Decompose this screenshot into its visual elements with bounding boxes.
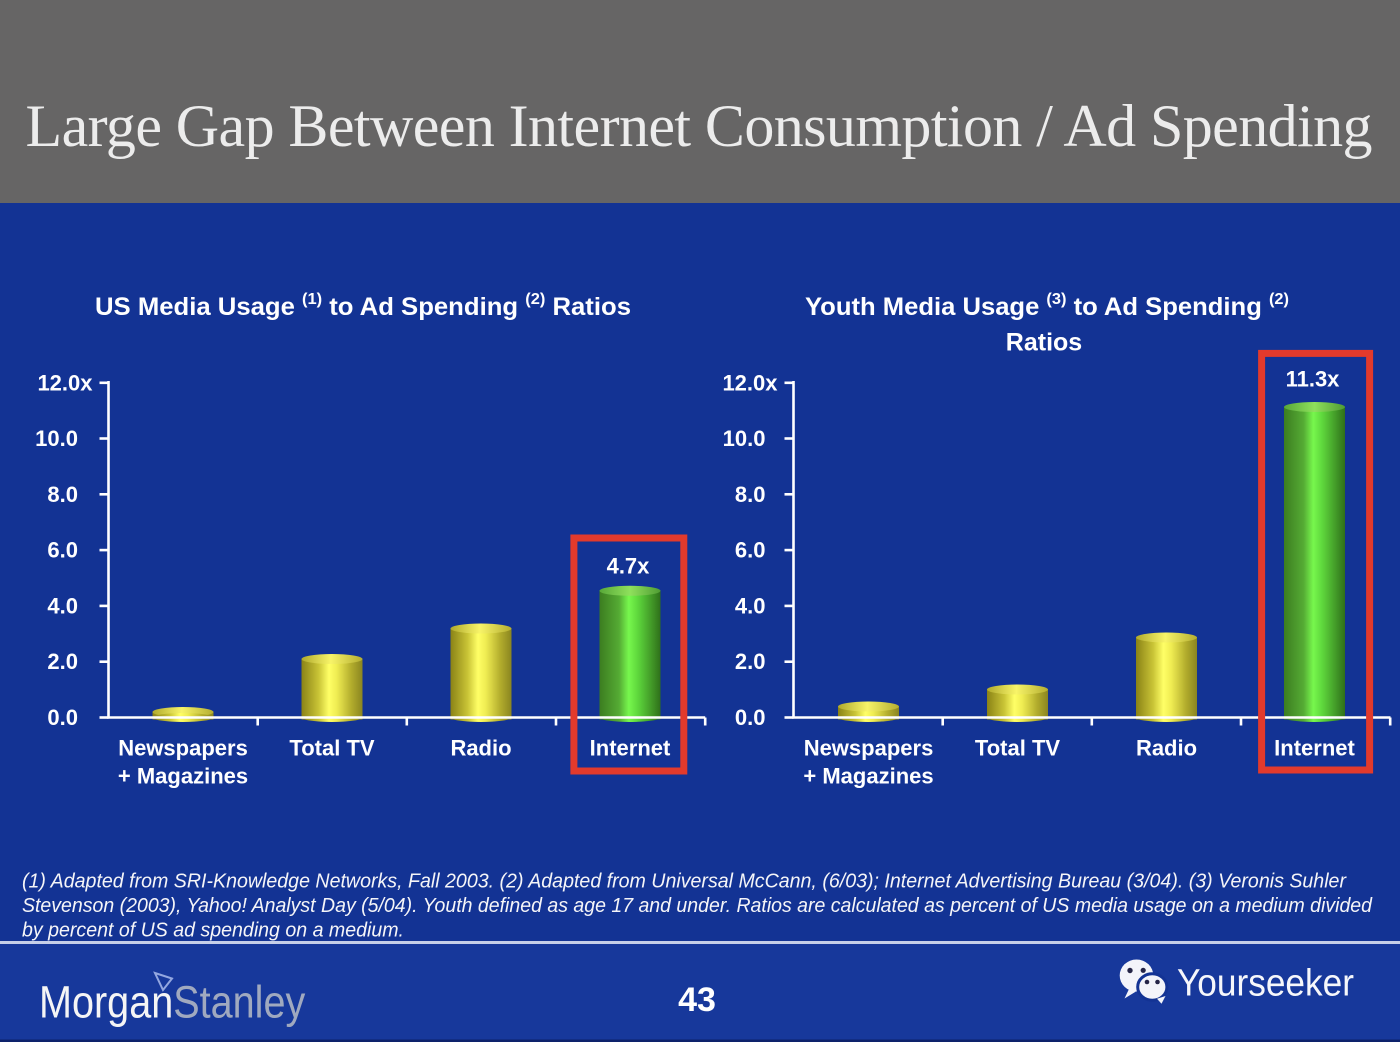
svg-text:Newspapers: Newspapers [804,736,934,761]
svg-text:Youth Media Usage (3) to Ad Sp: Youth Media Usage (3) to Ad Spending (2) [805,291,1289,321]
svg-text:by percent of US ad spending o: by percent of US ad spending on a medium… [22,919,404,942]
svg-text:12.0x: 12.0x [722,370,778,395]
svg-text:Yourseeker: Yourseeker [1177,963,1354,1005]
svg-text:2.0: 2.0 [47,649,78,674]
svg-text:4.0: 4.0 [47,593,78,618]
svg-text:2.0: 2.0 [735,649,766,674]
svg-text:+ Magazines: + Magazines [803,764,933,789]
svg-text:4.0: 4.0 [735,593,766,618]
svg-text:6.0: 6.0 [47,538,78,563]
svg-text:Internet: Internet [590,736,671,761]
svg-text:Ratios: Ratios [1006,329,1082,357]
svg-text:10.0: 10.0 [723,426,766,451]
svg-text:US Media Usage (1) to Ad Spend: US Media Usage (1) to Ad Spending (2) Ra… [95,291,631,321]
svg-text:10.0: 10.0 [35,426,78,451]
svg-text:Radio: Radio [1136,736,1197,761]
svg-text:8.0: 8.0 [47,482,78,507]
svg-text:+ Magazines: + Magazines [118,764,248,789]
svg-text:8.0: 8.0 [735,482,766,507]
svg-text:(1) Adapted from SRI-Knowledge: (1) Adapted from SRI-Knowledge Networks,… [22,870,1347,893]
svg-text:Radio: Radio [450,736,511,761]
svg-text:0.0: 0.0 [47,705,78,730]
svg-text:MorganStanley: MorganStanley [39,977,306,1027]
svg-text:6.0: 6.0 [735,538,766,563]
svg-text:0.0: 0.0 [735,705,766,730]
svg-text:Internet: Internet [1274,736,1355,761]
svg-text:Stevenson (2003), Yahoo! Analy: Stevenson (2003), Yahoo! Analyst Day (5/… [22,894,1373,917]
svg-text:Newspapers: Newspapers [118,736,248,761]
svg-text:11.3x: 11.3x [1286,367,1341,392]
svg-text:Large Gap Between Internet Con: Large Gap Between Internet Consumption /… [26,93,1373,159]
svg-text:Total TV: Total TV [289,736,374,761]
svg-text:43: 43 [678,981,716,1019]
svg-text:12.0x: 12.0x [37,370,93,395]
svg-text:Total TV: Total TV [975,736,1060,761]
svg-text:4.7x: 4.7x [607,554,651,579]
